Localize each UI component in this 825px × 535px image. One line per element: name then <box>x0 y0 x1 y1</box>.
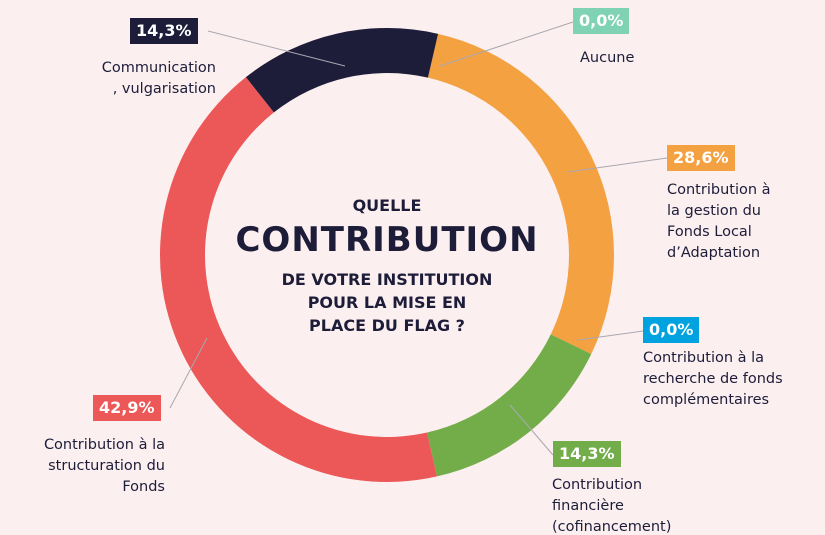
leader-line <box>439 21 574 67</box>
value-label: 14,3% <box>130 18 198 44</box>
category-label: Contribution à la recherche de fonds com… <box>643 350 783 408</box>
category-label: Contribution financière (cofinancement) <box>552 477 672 535</box>
leader-line <box>577 330 644 341</box>
value-label: 28,6% <box>667 145 735 171</box>
category-label: Contribution à la gestion du Fonds Local… <box>667 182 771 261</box>
value-label: 42,9% <box>93 395 161 421</box>
leader-line <box>567 157 668 173</box>
center-text: CONTRIBUTION <box>235 220 539 260</box>
leader-line <box>207 30 346 67</box>
center-text: DE VOTRE INSTITUTION POUR LA MISE EN PLA… <box>281 270 493 335</box>
value-label: 0,0% <box>643 317 700 343</box>
value-label: 14,3% <box>553 441 621 467</box>
leader-line <box>509 404 554 456</box>
category-label: Aucune <box>580 50 635 66</box>
category-label: Contribution à la structuration du Fonds <box>43 437 165 495</box>
value-label: 0,0% <box>573 8 630 34</box>
leader-line <box>169 337 208 409</box>
donut-segment <box>427 33 615 355</box>
donut-segment <box>160 77 437 482</box>
center-text: QUELLE <box>352 196 422 215</box>
donut-segment <box>245 27 439 113</box>
donut-segment <box>427 334 592 477</box>
category-label: Communication , vulgarisation <box>101 60 216 97</box>
